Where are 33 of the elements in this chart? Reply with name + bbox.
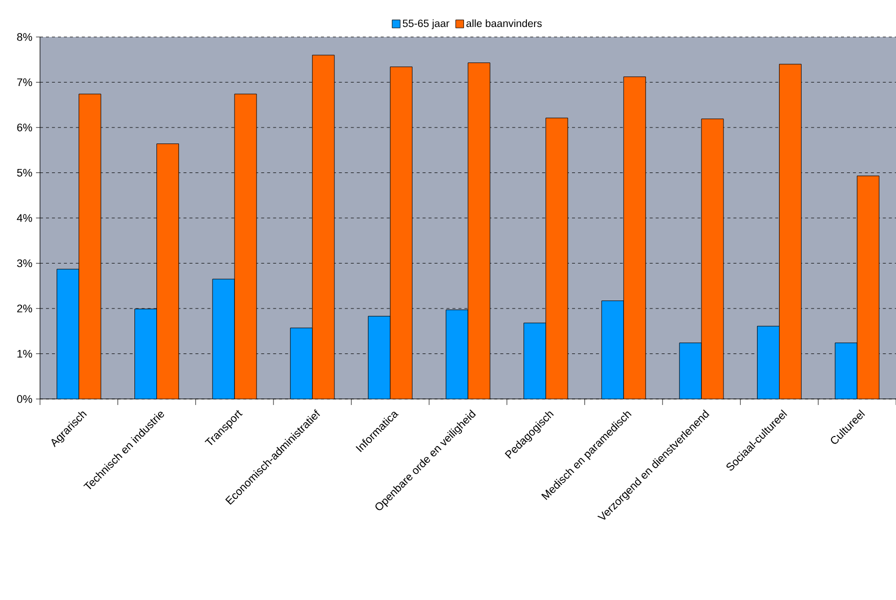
bar [757,326,780,399]
bar [156,144,179,399]
bar [524,322,546,399]
legend-label: alle baanvinders [466,19,542,28]
bar [56,269,79,399]
bar [856,176,880,399]
y-tick-label: 0% [17,395,32,403]
bar [212,279,235,399]
y-tick-label: 3% [17,259,32,268]
bar [546,118,568,399]
y-tick-label: 1% [17,350,32,358]
bar [779,64,802,399]
bar [312,55,334,399]
y-tick-label: 4% [16,214,32,222]
bar [834,342,858,399]
y-tick-label: 6% [17,124,32,132]
bar [679,342,702,399]
bar [602,300,624,399]
bar [368,316,390,399]
bar [624,76,646,399]
bar [701,118,724,399]
bar [78,94,101,399]
y-tick-label: 7% [17,78,32,86]
bar [234,94,257,399]
y-tick-label: 2% [17,304,32,312]
bar [390,66,412,399]
y-tick-label: 8% [17,33,32,41]
y-tick-label: 5% [17,168,32,177]
bar [468,62,490,399]
bar [446,310,468,399]
legend-label: 55-65 jaar [402,19,450,30]
bar [134,308,157,399]
bar [290,328,312,399]
